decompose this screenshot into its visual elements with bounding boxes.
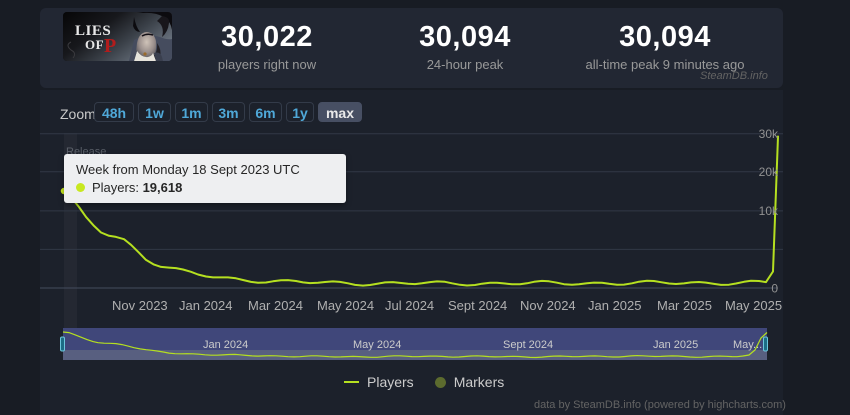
svg-text:Jan 2025: Jan 2025 [653,339,698,351]
svg-text:May 2024: May 2024 [353,339,401,351]
svg-text:OF: OF [85,37,104,52]
svg-text:May...: May... [733,339,762,351]
svg-text:P: P [104,35,116,57]
svg-text:30k: 30k [759,127,779,141]
svg-text:10k: 10k [759,204,779,218]
svg-text:Sept 2024: Sept 2024 [503,339,553,351]
svg-text:Jan 2024: Jan 2024 [203,339,248,351]
svg-text:20k: 20k [759,165,779,179]
svg-text:0: 0 [771,281,778,295]
